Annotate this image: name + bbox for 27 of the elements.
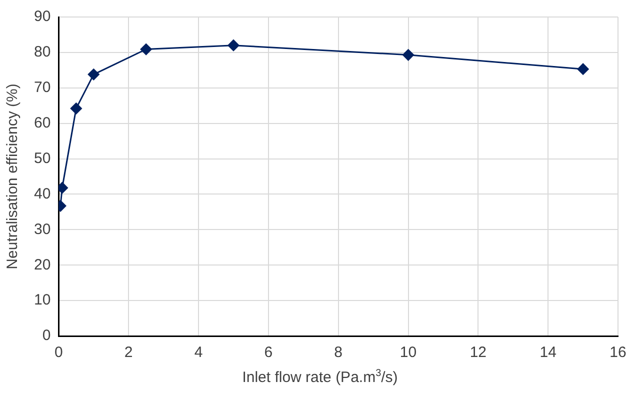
y-axis-title: Neutralisation efficiency (%) xyxy=(4,84,22,270)
x-tick-label: 4 xyxy=(194,344,203,362)
y-tick-label: 10 xyxy=(34,292,51,309)
point xyxy=(88,68,100,80)
y-tick-label: 20 xyxy=(34,256,51,274)
y-tick-label: 90 xyxy=(34,8,51,26)
point xyxy=(228,40,240,52)
x-tick-label: 10 xyxy=(400,344,417,362)
y-tick-label: 80 xyxy=(34,44,51,61)
y-tick-label: 40 xyxy=(34,185,51,202)
y-tick-label: 50 xyxy=(34,150,51,167)
y-tick-label: 60 xyxy=(34,114,51,132)
y-tick-label: 70 xyxy=(34,79,51,96)
point xyxy=(577,63,589,75)
point xyxy=(70,102,82,114)
x-axis-title: Inlet flow rate (Pa.m$^{3}$/s) xyxy=(241,368,399,386)
x-tick-label: 8 xyxy=(334,344,343,362)
y-tick-label: 0 xyxy=(42,327,51,344)
x-tick-label: 16 xyxy=(610,344,626,362)
x-tick-label: 2 xyxy=(124,344,133,362)
x-tick-label: 6 xyxy=(264,344,273,362)
x-tick-label: 14 xyxy=(540,344,556,362)
point xyxy=(140,44,152,56)
x-tick-label: 12 xyxy=(470,344,487,362)
x-tick-label: 0 xyxy=(54,344,63,362)
y-tick-label: 30 xyxy=(34,220,51,238)
point xyxy=(402,49,414,61)
